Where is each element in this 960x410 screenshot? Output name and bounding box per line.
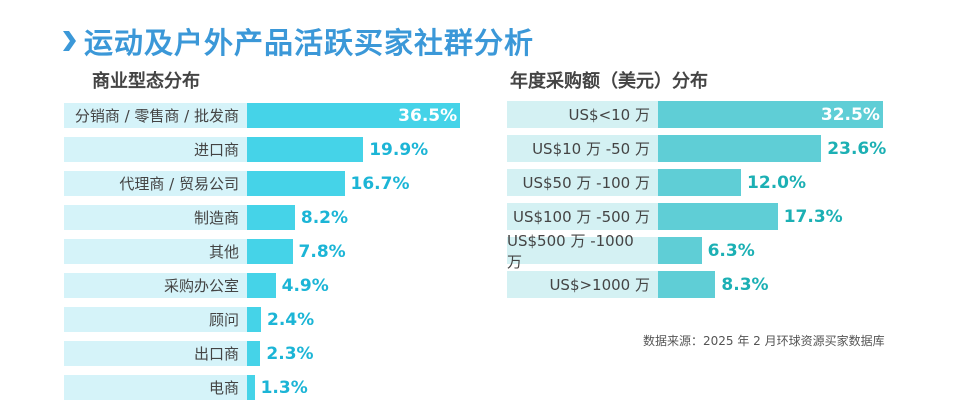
bar: [247, 341, 261, 366]
category-label: 采购办公室: [163, 277, 239, 295]
label-background: [64, 273, 247, 298]
label-background: [507, 271, 658, 298]
bar-row: US$10 万 -50 万 23.6%: [507, 135, 927, 162]
label-background: [64, 205, 247, 230]
category-label: 代理商 / 贸易公司: [119, 175, 239, 193]
bar: [658, 169, 742, 196]
category-label: US$>1000 万: [549, 276, 650, 294]
category-label: US$100 万 -500 万: [512, 208, 650, 226]
bar-row: 顾问 2.4%: [64, 307, 484, 332]
value-label: 7.8%: [298, 241, 346, 262]
category-label: 进口商: [193, 141, 239, 159]
value-label: 8.3%: [721, 274, 769, 295]
label-background: [507, 135, 658, 162]
bar: [247, 307, 262, 332]
bar-row: US$<10 万 32.5%: [507, 101, 927, 128]
label-background: [64, 137, 247, 162]
value-label: 19.9%: [369, 139, 429, 160]
bar-row: 采购办公室 4.9%: [64, 273, 484, 298]
label-background: [64, 375, 247, 400]
bar: [247, 239, 293, 264]
category-label: 其他: [208, 243, 239, 261]
bar-row: US$100 万 -500 万 17.3%: [507, 203, 927, 230]
label-background: [507, 203, 658, 230]
bar-row: 进口商 19.9%: [64, 137, 484, 162]
label-background: [507, 169, 658, 196]
value-label: 23.6%: [827, 138, 887, 159]
label-background: [64, 171, 247, 196]
category-label: 电商: [208, 379, 239, 397]
bar: [247, 273, 276, 298]
right-chart-title: 年度采购额（美元）分布: [510, 71, 708, 92]
category-label: 分销商 / 零售商 / 批发商: [74, 107, 239, 125]
bar: [247, 171, 345, 196]
bar: [247, 103, 461, 128]
bar-row: 电商 1.3%: [64, 375, 484, 400]
category-label: US$<10 万: [568, 106, 650, 124]
bar: [658, 271, 716, 298]
category-label: 出口商: [193, 345, 239, 363]
bar: [247, 375, 255, 400]
bar: [658, 203, 778, 230]
category-label: 顾问: [208, 311, 239, 329]
bar-row: 其他 7.8%: [64, 239, 484, 264]
left-chart-title: 商业型态分布: [92, 71, 200, 92]
value-label: 32.5%: [820, 104, 880, 125]
page-title: 运动及户外产品活跃买家社群分析: [62, 20, 534, 62]
label-background: [507, 101, 658, 128]
label-background: [64, 239, 247, 264]
bar-row: 分销商 / 零售商 / 批发商 36.5%: [64, 103, 484, 128]
bar-row: US$>1000 万 8.3%: [507, 271, 927, 298]
value-label: 36.5%: [398, 105, 458, 126]
label-background: [64, 341, 247, 366]
bar-row: US$500 万 -1000 万 6.3%: [507, 231, 927, 271]
value-label: 4.9%: [281, 275, 329, 296]
value-label: 16.7%: [350, 173, 410, 194]
label-background: [64, 103, 247, 128]
label-background: [64, 307, 247, 332]
label-background: [507, 237, 658, 264]
value-label: 17.3%: [783, 206, 843, 227]
bar: [658, 135, 822, 162]
source-note: 数据来源：2025 年 2 月环球资源买家数据库: [643, 334, 885, 348]
value-label: 8.2%: [300, 207, 349, 228]
bar-row: 代理商 / 贸易公司 16.7%: [64, 171, 484, 196]
bar-row: US$50 万 -100 万 12.0%: [507, 169, 927, 196]
bar-row: 制造商 8.2%: [64, 205, 484, 230]
bar: [247, 137, 364, 162]
value-label: 6.3%: [707, 240, 755, 261]
category-label: 制造商: [193, 209, 239, 227]
bar: [658, 101, 883, 128]
chevron-right-icon: [63, 31, 76, 51]
category-label: US$50 万 -100 万: [522, 174, 650, 192]
value-label: 2.3%: [266, 343, 314, 364]
title-text: 运动及户外产品活跃买家社群分析: [84, 26, 535, 60]
bar: [247, 205, 295, 230]
value-label: 1.3%: [260, 377, 308, 398]
bar: [658, 237, 702, 264]
bar-row: 出口商 2.3%: [64, 341, 484, 366]
value-label: 2.4%: [267, 309, 315, 330]
value-label: 12.0%: [747, 172, 807, 193]
category-label: US$500 万 -1000 万: [507, 231, 634, 271]
category-label: US$10 万 -50 万: [532, 140, 650, 158]
